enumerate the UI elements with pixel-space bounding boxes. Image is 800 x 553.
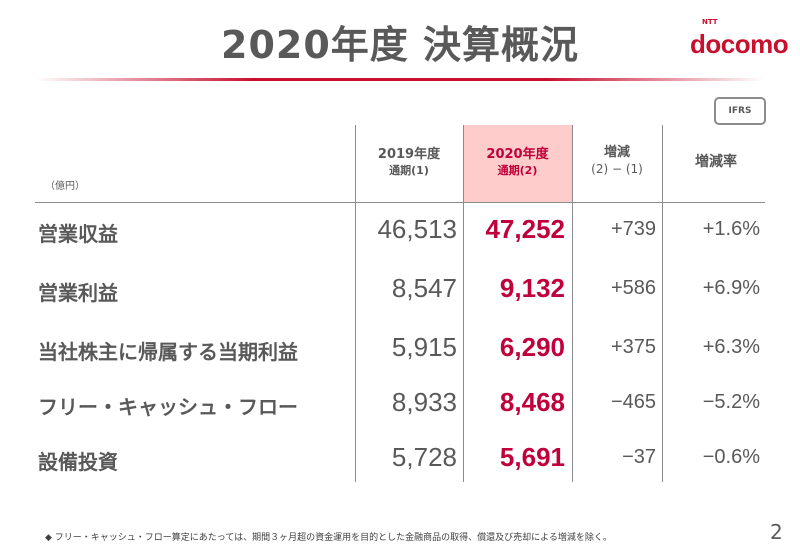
value-rate: +6.3% bbox=[702, 336, 760, 358]
value-fy2020: 47,252 bbox=[485, 214, 565, 244]
ifrs-badge: IFRS bbox=[714, 97, 766, 125]
row-label: 設備投資 bbox=[38, 450, 118, 474]
value-fy2019: 5,915 bbox=[391, 332, 457, 362]
table-row: フリー・キャッシュ・フロー 8,933 8,468 −465 −5.2% bbox=[0, 385, 800, 425]
highlight-column-header bbox=[463, 125, 572, 202]
value-fy2019: 8,547 bbox=[391, 273, 457, 303]
unit-label: （億円） bbox=[45, 181, 85, 192]
value-diff: −465 bbox=[610, 391, 656, 413]
table-row: 営業利益 8,547 9,132 +586 +6.9% bbox=[0, 271, 800, 311]
value-fy2019: 46,513 bbox=[377, 214, 457, 244]
header-line2: 通期(1) bbox=[389, 164, 429, 177]
header-fy2020: 2020年度 通期(2) bbox=[463, 147, 572, 179]
header-line2: (2) − (1) bbox=[591, 162, 643, 176]
table-row: 当社株主に帰属する当期利益 5,915 6,290 +375 +6.3% bbox=[0, 330, 800, 370]
page-number: 2 bbox=[770, 520, 783, 544]
logo-brand: docomo bbox=[690, 29, 789, 59]
column-divider bbox=[662, 125, 663, 482]
value-rate: −5.2% bbox=[702, 391, 760, 413]
value-fy2019: 8,933 bbox=[391, 387, 457, 417]
value-fy2019: 5,728 bbox=[391, 442, 457, 472]
header-line1: 2019年度 bbox=[377, 147, 441, 162]
header-line2: 通期(2) bbox=[497, 164, 538, 177]
column-divider bbox=[572, 125, 573, 482]
header-line1: 2020年度 bbox=[486, 147, 549, 162]
value-diff: +586 bbox=[610, 277, 656, 299]
value-fy2020: 5,691 bbox=[499, 442, 565, 472]
value-diff: +739 bbox=[610, 218, 656, 240]
docomo-logo: NTT docomo bbox=[690, 18, 795, 66]
row-label: 営業利益 bbox=[38, 281, 118, 305]
header-rate: 増減率 bbox=[695, 154, 737, 170]
column-divider bbox=[463, 125, 464, 482]
row-label: 営業収益 bbox=[38, 222, 118, 246]
value-rate: +1.6% bbox=[702, 218, 760, 240]
header-fy2019: 2019年度 通期(1) bbox=[355, 147, 463, 179]
table-row: 設備投資 5,728 5,691 −37 −0.6% bbox=[0, 440, 800, 480]
header-diff: 増減 (2) − (1) bbox=[572, 145, 662, 177]
page-title: 2020年度 決算概況 bbox=[221, 23, 579, 67]
title-divider bbox=[35, 78, 765, 81]
header-line1: 増減 bbox=[603, 145, 630, 160]
value-diff: −37 bbox=[622, 446, 656, 468]
footnote: ◆ フリー・キャッシュ・フロー算定にあたっては、期間３ヶ月超の資金運用を目的とし… bbox=[45, 533, 612, 543]
row-label: フリー・キャッシュ・フロー bbox=[38, 395, 298, 419]
value-rate: +6.9% bbox=[702, 277, 760, 299]
header-divider bbox=[35, 202, 765, 203]
table-row: 営業収益 46,513 47,252 +739 +1.6% bbox=[0, 212, 800, 252]
row-label: 当社株主に帰属する当期利益 bbox=[38, 340, 298, 364]
logo-ntt: NTT bbox=[702, 18, 718, 26]
value-fy2020: 8,468 bbox=[499, 387, 565, 417]
value-rate: −0.6% bbox=[702, 446, 760, 468]
value-diff: +375 bbox=[610, 336, 656, 358]
value-fy2020: 6,290 bbox=[499, 332, 565, 362]
column-divider bbox=[355, 125, 356, 482]
value-fy2020: 9,132 bbox=[499, 273, 565, 303]
